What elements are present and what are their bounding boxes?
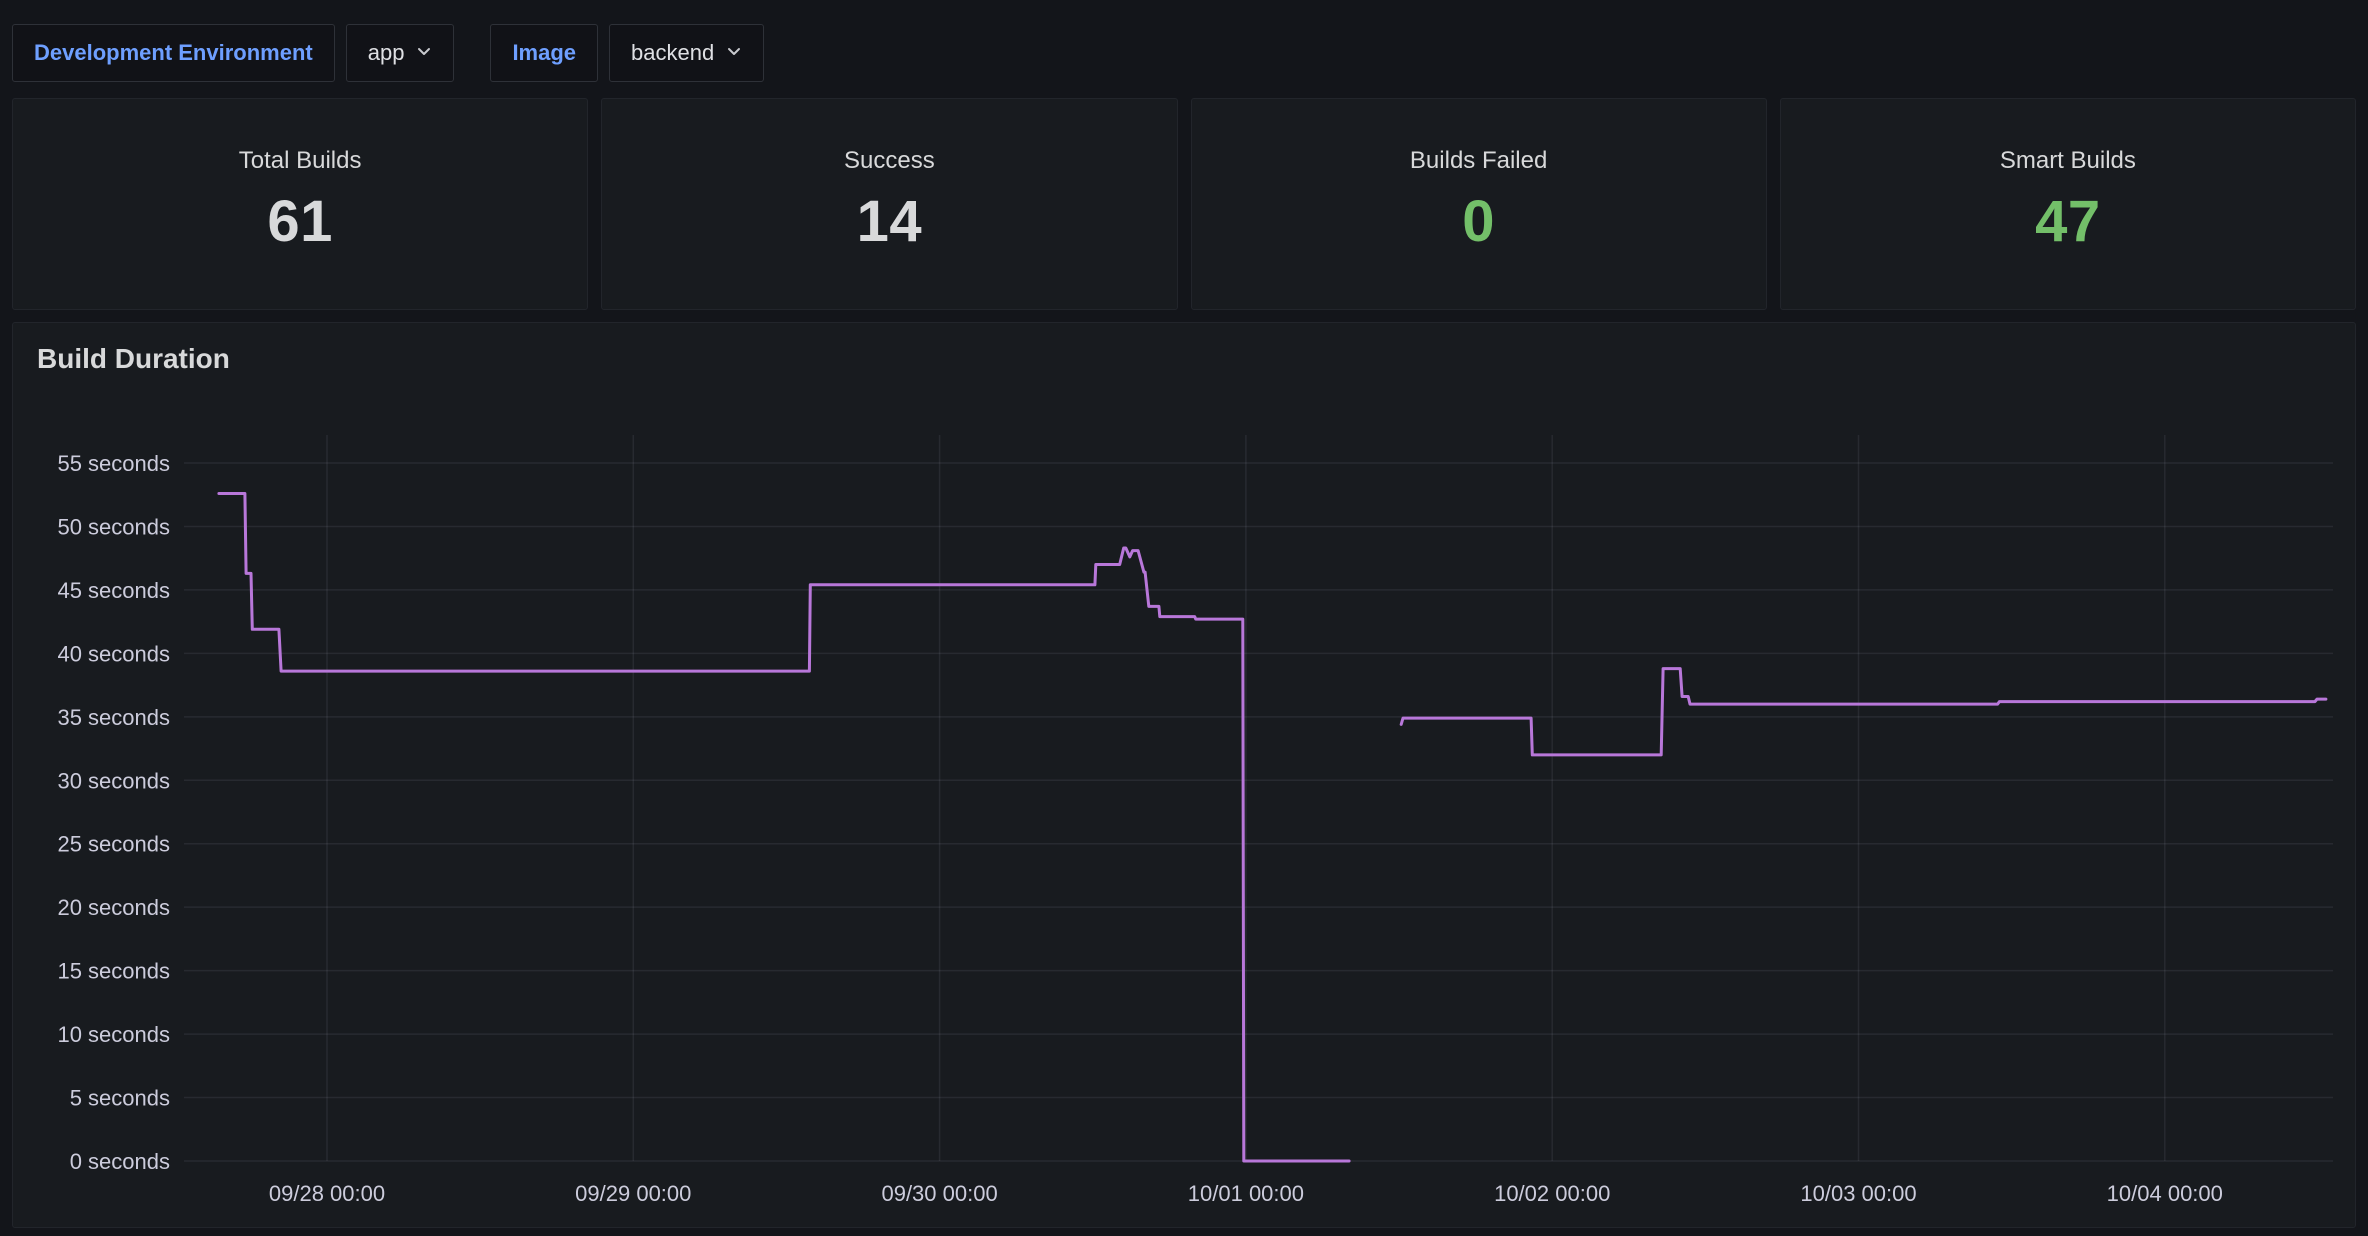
stat-value: 0 — [1462, 189, 1495, 254]
stat-value: 61 — [267, 189, 333, 254]
y-axis-tick-label: 5 seconds — [70, 1086, 170, 1111]
image-label-text: Image — [512, 40, 577, 65]
x-axis-tick-label: 10/03 00:00 — [1800, 1181, 1916, 1206]
y-axis-tick-label: 50 seconds — [57, 514, 170, 539]
x-axis-tick-label: 09/29 00:00 — [575, 1181, 691, 1206]
stat-panel-total-builds: Total Builds 61 — [12, 98, 589, 310]
stat-panel-builds-failed: Builds Failed 0 — [1190, 98, 1767, 310]
panel-title[interactable]: Smart Builds — [1999, 147, 2136, 174]
x-axis-tick-label: 10/02 00:00 — [1494, 1181, 1610, 1206]
x-axis-tick-label: 09/30 00:00 — [881, 1181, 997, 1206]
build-duration-series-line — [217, 492, 1351, 1163]
stat-value: 14 — [856, 189, 923, 254]
y-axis-tick-label: 30 seconds — [57, 768, 170, 793]
panel-title[interactable]: Build Duration — [37, 343, 230, 374]
y-axis-tick-label: 10 seconds — [57, 1022, 170, 1047]
environment-label-text: Development Environment — [34, 40, 313, 65]
y-axis-tick-label: 25 seconds — [57, 832, 170, 857]
chevron-down-icon — [416, 43, 432, 64]
variable-environment-label[interactable]: Development Environment — [12, 24, 335, 82]
y-axis-tick-label: 20 seconds — [57, 895, 170, 920]
stat-value: 47 — [2035, 189, 2101, 254]
image-dropdown-value: backend — [631, 40, 715, 65]
y-axis-tick-label: 40 seconds — [57, 641, 170, 666]
y-axis-tick-label: 15 seconds — [57, 959, 170, 984]
chevron-down-icon — [726, 43, 742, 64]
panel-title[interactable]: Success — [844, 147, 935, 174]
variables-bar: Development Environment app Image backen… — [12, 24, 765, 82]
variable-image-label[interactable]: Image — [490, 24, 599, 82]
panel-title[interactable]: Builds Failed — [1409, 147, 1548, 174]
build-duration-panel: Build Duration 0 seconds 5 seconds 10 seco… — [12, 322, 2356, 1228]
variable-image-dropdown[interactable]: backend — [609, 24, 765, 82]
y-axis-tick-label: 45 seconds — [57, 578, 170, 603]
x-axis-tick-label: 10/01 00:00 — [1188, 1181, 1304, 1206]
stat-panel-success: Success 14 — [601, 98, 1178, 310]
build-duration-chart[interactable]: 0 seconds 5 seconds 10 seconds 15 seconds 20… — [13, 323, 2355, 1227]
stat-panel-smart-builds: Smart Builds 47 — [1779, 98, 2356, 310]
x-axis-tick-label: 10/04 00:00 — [2107, 1181, 2223, 1206]
x-axis-tick-label: 09/28 00:00 — [269, 1181, 385, 1206]
y-axis-tick-label: 35 seconds — [57, 705, 170, 730]
y-axis-tick-label: 55 seconds — [57, 451, 170, 476]
panel-title[interactable]: Total Builds — [238, 147, 362, 174]
variable-app-dropdown[interactable]: app — [345, 24, 455, 82]
stats-row: Total Builds 61 Success 14 Builds Failed… — [12, 98, 2356, 310]
app-dropdown-value: app — [367, 40, 405, 65]
y-axis-tick-label: 0 seconds — [70, 1149, 170, 1174]
build-duration-series-line — [1399, 667, 2328, 757]
